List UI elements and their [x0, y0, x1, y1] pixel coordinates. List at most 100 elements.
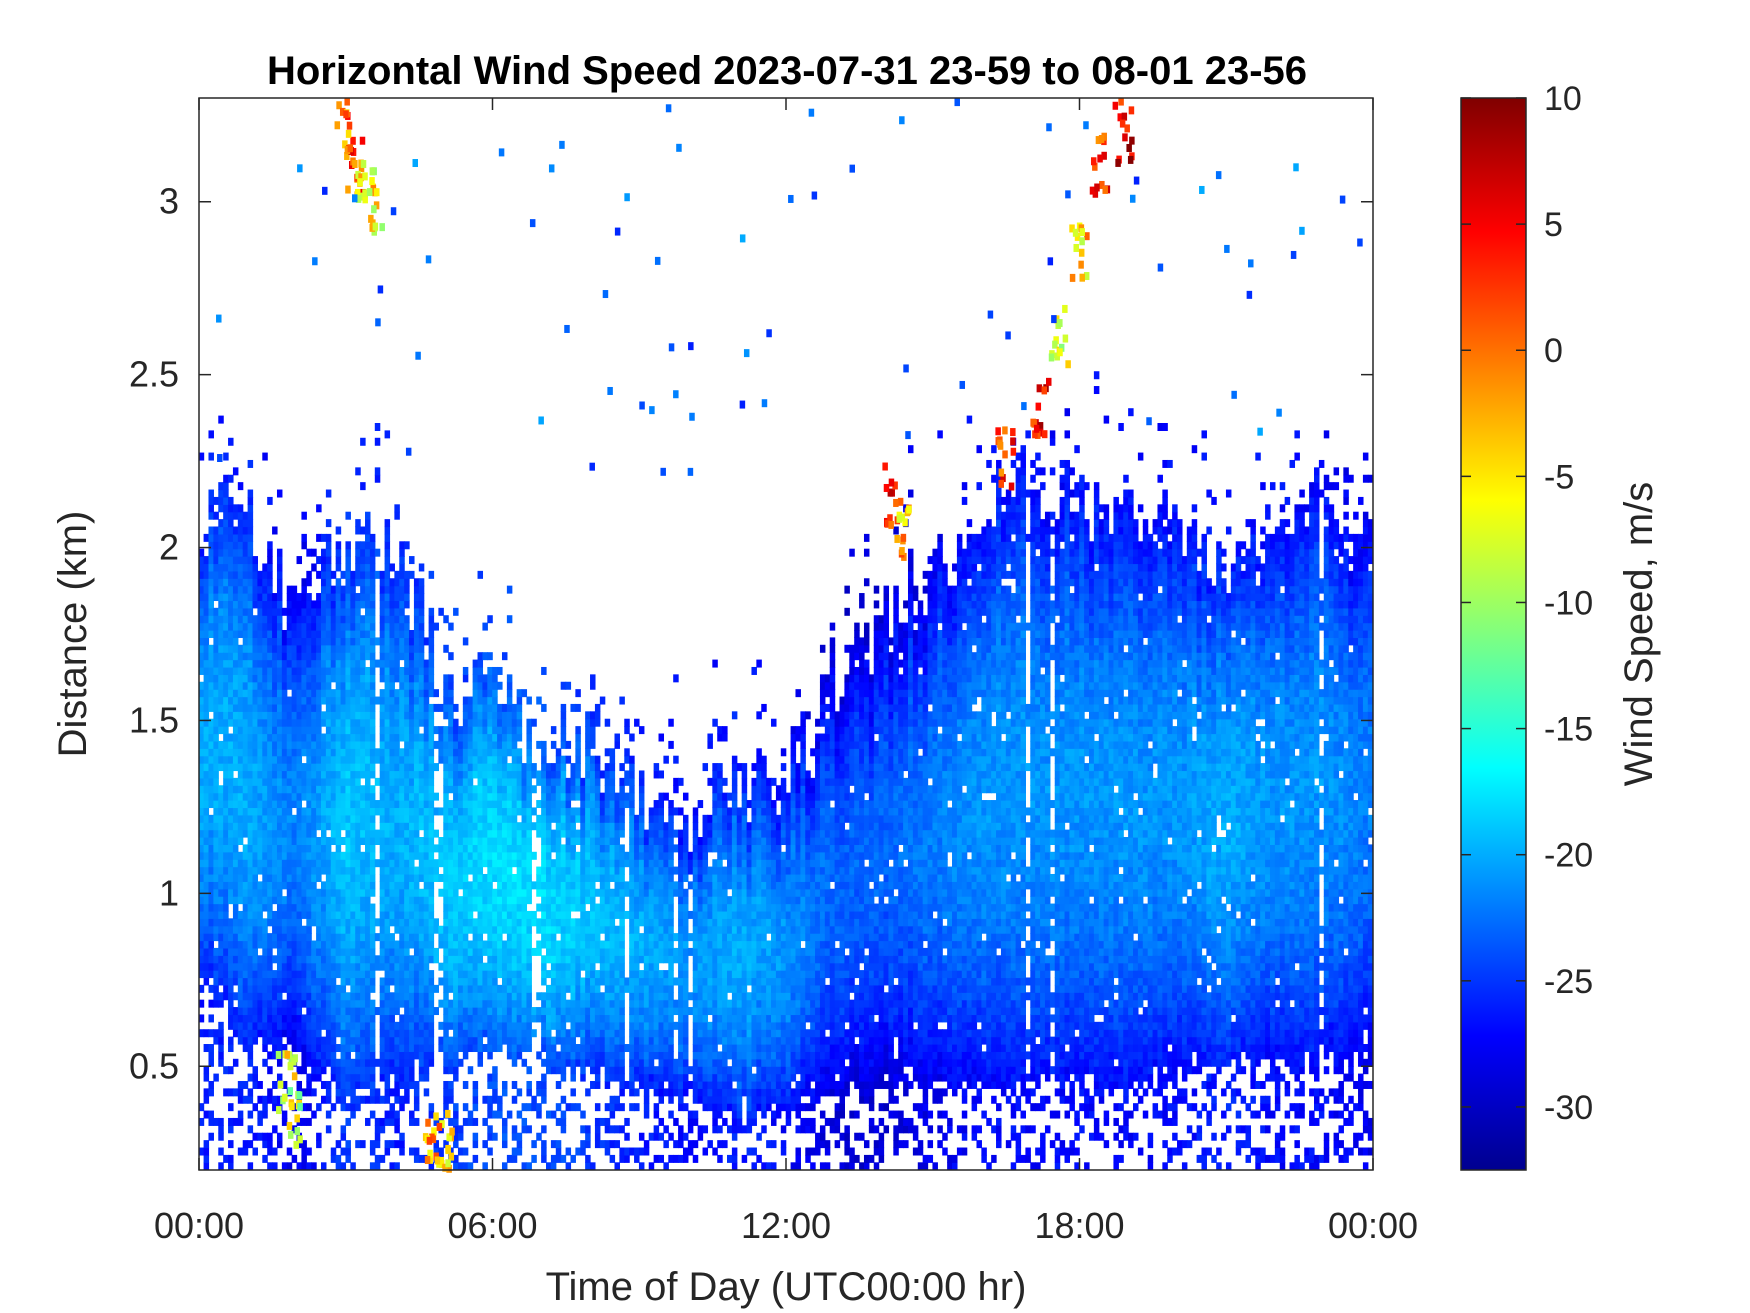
heatmap-cell	[384, 607, 391, 616]
heatmap-cell	[335, 896, 342, 905]
heatmap-cell	[516, 792, 523, 801]
heatmap-cell	[218, 482, 224, 491]
heatmap-cell	[291, 947, 298, 956]
heatmap-cell	[301, 541, 307, 550]
heatmap-cell	[262, 689, 268, 698]
heatmap-cell	[546, 1029, 552, 1038]
heatmap-cell	[286, 696, 293, 705]
heatmap-cell	[203, 607, 210, 616]
heatmap-cell	[306, 770, 312, 779]
heatmap-cell	[399, 837, 405, 845]
heatmap-cell	[384, 533, 391, 542]
heatmap-cell	[575, 1044, 581, 1053]
heatmap-cell	[399, 866, 405, 875]
heatmap-cell	[276, 696, 283, 705]
heatmap-cell	[428, 933, 435, 942]
heatmap-cell	[330, 866, 337, 875]
heatmap-cell	[482, 1140, 488, 1149]
heatmap-cell	[413, 807, 420, 816]
heatmap-cell	[526, 866, 532, 875]
heatmap-cell	[379, 1029, 386, 1038]
heatmap-cell	[350, 992, 356, 1001]
heatmap-cell	[242, 866, 249, 875]
heatmap-cell	[316, 755, 322, 764]
heatmap-cell	[311, 615, 317, 624]
heatmap-cell	[443, 674, 449, 683]
heatmap-cell	[374, 1058, 381, 1067]
heatmap-cell	[575, 962, 581, 971]
heatmap-cell	[433, 622, 439, 631]
heatmap-cell	[311, 940, 317, 949]
heatmap-cell	[394, 947, 400, 956]
heatmap-cell	[340, 977, 347, 986]
heatmap-cell	[511, 1080, 518, 1089]
heatmap-cell	[501, 970, 508, 979]
heatmap-cell	[580, 859, 586, 868]
heatmap-cell	[379, 770, 386, 779]
heatmap-cell	[546, 851, 552, 860]
heatmap-cell	[575, 689, 581, 698]
heatmap-cell	[325, 918, 332, 927]
heatmap-cell	[585, 940, 591, 949]
heatmap-cell	[286, 703, 293, 712]
heatmap-cell	[506, 585, 513, 594]
heatmap-cell	[301, 992, 307, 1001]
heatmap-cell	[296, 681, 303, 690]
heatmap-cell	[320, 933, 327, 942]
heatmap-cell	[350, 873, 356, 882]
heatmap-cells	[198, 97, 1374, 1173]
heatmap-cell	[228, 940, 234, 949]
heatmap-cell	[443, 1007, 449, 1016]
heatmap-cell	[242, 1036, 249, 1045]
heatmap-cell	[276, 703, 283, 712]
heatmap-cell	[546, 1162, 552, 1171]
heatmap-cell	[223, 496, 229, 505]
heatmap-cell	[487, 777, 493, 786]
heatmap-cell	[360, 718, 366, 727]
heatmap-cell	[291, 593, 298, 602]
heatmap-cell	[262, 1007, 268, 1016]
heatmap-cell	[457, 763, 464, 772]
heatmap-cell	[531, 1029, 537, 1038]
heatmap-cell	[384, 984, 391, 993]
heatmap-cell	[399, 1095, 405, 1104]
heatmap-cell	[335, 807, 342, 816]
heatmap-cell	[262, 925, 268, 934]
heatmap-cell	[575, 873, 581, 882]
heatmap-cell	[345, 578, 351, 587]
heatmap-cell	[267, 903, 273, 912]
heatmap-cell	[418, 903, 425, 912]
heatmap-cell	[252, 681, 258, 690]
heatmap-cell	[218, 504, 224, 513]
heatmap-cell	[291, 977, 298, 986]
heatmap-cell	[291, 726, 298, 735]
heatmap-cell	[546, 910, 552, 919]
heatmap-cell	[399, 600, 405, 609]
heatmap-cell	[516, 999, 523, 1008]
heatmap-cell	[247, 726, 254, 735]
heatmap-cell	[555, 770, 562, 779]
heatmap-cell	[448, 977, 454, 986]
heatmap-cell	[223, 977, 229, 986]
heatmap-cell	[228, 933, 234, 942]
heatmap-cell	[585, 970, 591, 979]
heatmap-cell	[453, 777, 459, 786]
heatmap-cell	[320, 763, 327, 772]
heatmap-cell	[281, 726, 288, 735]
heatmap-cell	[462, 755, 469, 764]
heatmap-cell	[516, 1036, 523, 1045]
heatmap-cell	[409, 829, 415, 838]
heatmap-cell	[276, 563, 283, 572]
heatmap-cell	[272, 666, 278, 675]
heatmap-cell	[345, 1103, 351, 1112]
heatmap-cell	[394, 822, 400, 831]
heatmap-cell	[306, 859, 312, 868]
heatmap-cell	[365, 992, 371, 1001]
heatmap-cell	[276, 992, 283, 1001]
heatmap-cell	[232, 777, 239, 786]
heatmap-cell	[365, 851, 371, 860]
heatmap-cell	[232, 578, 239, 587]
heatmap-cell	[286, 644, 293, 653]
heatmap-cell	[340, 696, 347, 705]
heatmap-cell	[330, 748, 337, 757]
